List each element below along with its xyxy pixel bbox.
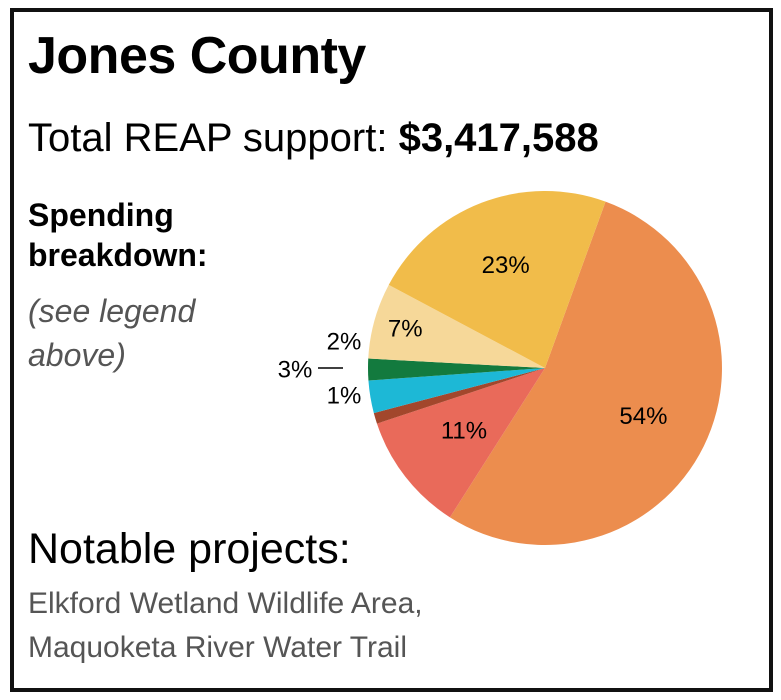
pie-slice-label: 11% — [441, 418, 487, 445]
pie-slice — [368, 284, 545, 368]
pie-slice-label: 3% — [278, 357, 313, 384]
spending-breakdown-title-line1: Spending — [28, 197, 174, 233]
project-item: Maquoketa River Water Trail — [28, 631, 408, 664]
notable-projects-title: Notable projects: — [28, 525, 351, 573]
pie-slice — [376, 368, 545, 518]
pie-slice — [368, 368, 545, 414]
legend-note: (see legend above) — [28, 289, 248, 377]
pie-slice-label: 7% — [388, 316, 423, 343]
pie-slice — [373, 368, 545, 424]
pie-slice — [367, 358, 545, 381]
pie-slice — [449, 201, 722, 545]
legend-note-line1: (see legend — [28, 293, 196, 329]
spending-breakdown-title-line2: breakdown: — [28, 237, 208, 273]
total-support-label: Total REAP support: — [28, 116, 399, 160]
spending-breakdown-title: Spending breakdown: — [28, 195, 268, 275]
pie-slice-label: 23% — [482, 252, 530, 279]
county-title: Jones County — [28, 27, 366, 85]
pie-slice — [388, 190, 606, 368]
pie-slices — [367, 190, 722, 545]
total-support: Total REAP support: $3,417,588 — [28, 118, 599, 158]
total-support-amount: $3,417,588 — [398, 116, 599, 160]
pie-labels: 54% 11% 1% 3% 2% 7% 23% — [278, 252, 668, 445]
notable-projects-list: Elkford Wetland Wildlife Area, Maquoketa… — [28, 582, 423, 670]
legend-note-line2: above) — [28, 337, 126, 373]
pie-slice-label: 54% — [619, 403, 667, 430]
pie-slice-label: 2% — [327, 329, 362, 356]
project-item: Elkford Wetland Wildlife Area, — [28, 587, 423, 620]
pie-slice-label: 1% — [327, 383, 362, 410]
